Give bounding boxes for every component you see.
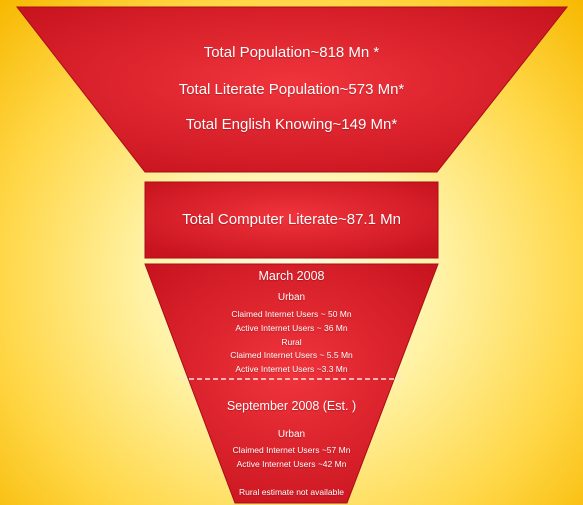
march-urban-active-users: Active Internet Users ~ 36 Mn (235, 323, 348, 333)
total-population-label: Total Population~818 Mn * (203, 44, 380, 61)
september-urban-claimed-users: Claimed Internet Users ~57 Mn (232, 445, 351, 455)
september-2008-heading: September 2008 (Est. ) (226, 399, 357, 413)
funnel-middle-rectangle (144, 181, 439, 259)
total-literate-population-label: Total Literate Population~573 Mn* (178, 81, 405, 98)
march-urban-label: Urban (277, 292, 306, 303)
total-computer-literate-label: Total Computer Literate~87.1 Mn (182, 211, 401, 228)
funnel-bottom-trapezoid (144, 263, 439, 504)
march-urban-claimed-users: Claimed Internet Users ~ 50 Mn (231, 309, 352, 319)
september-urban-active-users: Active Internet Users ~42 Mn (236, 459, 347, 469)
funnel-top-trapezoid (15, 6, 569, 173)
march-2008-heading: March 2008 (258, 269, 325, 283)
march-rural-claimed-users: Claimed Internet Users ~ 5.5 Mn (230, 350, 353, 360)
september-urban-label: Urban (277, 429, 306, 440)
march-rural-label: Rural (281, 337, 302, 347)
total-english-knowing-label: Total English Knowing~149 Mn* (185, 116, 398, 133)
september-rural-note: Rural estimate not available (239, 487, 344, 497)
march-rural-active-users: Active Internet Users ~3.3 Mn (235, 364, 348, 374)
